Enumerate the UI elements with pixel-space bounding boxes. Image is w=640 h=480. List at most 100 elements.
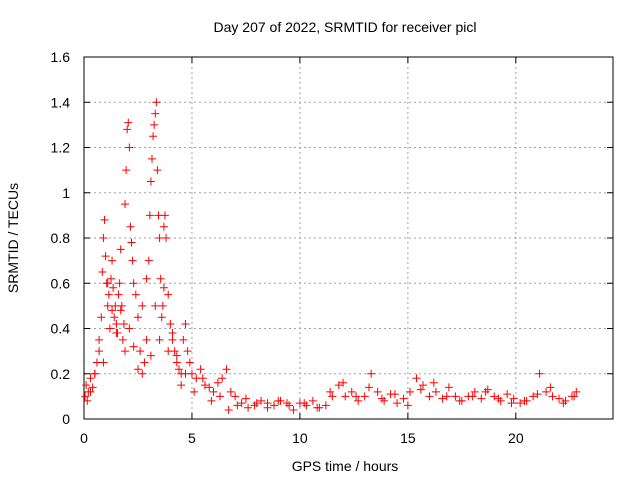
data-point — [207, 396, 216, 405]
data-point — [172, 351, 181, 360]
data-point — [159, 283, 168, 292]
data-point — [166, 319, 175, 328]
data-point — [412, 374, 421, 383]
data-point — [367, 369, 376, 378]
data-point — [393, 399, 402, 408]
data-point — [81, 392, 90, 401]
data-point — [160, 211, 169, 220]
data-point — [222, 365, 231, 374]
data-point — [339, 378, 348, 387]
data-point — [244, 403, 253, 412]
data-point — [88, 383, 97, 392]
y-tick-label: 1 — [62, 185, 70, 201]
data-point — [425, 392, 434, 401]
data-point — [360, 392, 369, 401]
data-point — [533, 390, 542, 399]
data-point — [470, 387, 479, 396]
data-point — [347, 387, 356, 396]
data-point — [555, 394, 564, 403]
data-point — [121, 200, 130, 209]
data-point — [110, 313, 119, 322]
data-point — [209, 387, 218, 396]
data-point — [438, 394, 447, 403]
data-point — [125, 324, 134, 333]
data-point — [127, 238, 136, 247]
data-point — [520, 396, 529, 405]
data-point — [112, 319, 121, 328]
data-point — [503, 390, 512, 399]
data-point — [181, 369, 190, 378]
data-point — [507, 399, 516, 408]
y-tick-label: 0.6 — [51, 275, 71, 291]
data-point — [125, 143, 134, 152]
data-point — [399, 394, 408, 403]
data-point — [490, 392, 499, 401]
data-point — [257, 396, 266, 405]
y-tick-label: 0.8 — [51, 230, 71, 246]
data-point — [354, 396, 363, 405]
data-point — [131, 290, 140, 299]
y-tick-label: 1.6 — [51, 49, 71, 65]
data-point — [105, 324, 114, 333]
data-point — [146, 351, 155, 360]
data-point — [302, 401, 311, 410]
data-point — [117, 301, 126, 310]
data-point — [561, 396, 570, 405]
data-point — [341, 392, 350, 401]
data-point — [155, 335, 164, 344]
data-point — [250, 401, 259, 410]
data-point — [108, 306, 117, 315]
data-point — [151, 301, 160, 310]
data-point — [150, 120, 159, 129]
data-point — [157, 313, 166, 322]
data-point — [86, 387, 95, 396]
data-point — [98, 267, 107, 276]
data-point — [162, 234, 171, 242]
data-points — [81, 98, 581, 414]
data-point — [429, 378, 438, 387]
data-point — [548, 392, 557, 401]
data-point — [149, 132, 158, 141]
data-point — [289, 405, 298, 414]
grid — [84, 57, 613, 419]
data-point — [118, 335, 127, 344]
data-point — [153, 166, 162, 175]
data-point — [83, 396, 92, 405]
data-point — [164, 347, 173, 356]
data-point — [185, 358, 194, 367]
data-point — [535, 369, 544, 378]
data-point — [477, 394, 486, 403]
data-point — [494, 394, 503, 403]
data-point — [126, 222, 135, 231]
data-point — [82, 381, 91, 390]
data-point — [142, 274, 151, 283]
data-point — [183, 347, 192, 356]
data-point — [200, 381, 209, 390]
data-point — [106, 274, 115, 283]
data-point — [216, 392, 225, 401]
data-point — [101, 252, 110, 261]
data-point — [418, 381, 427, 390]
data-point — [168, 335, 177, 344]
data-point — [99, 234, 108, 242]
data-point — [177, 381, 186, 390]
data-point — [444, 383, 453, 392]
data-point — [115, 279, 124, 288]
data-point — [156, 274, 165, 283]
data-point — [116, 245, 125, 254]
data-point — [129, 342, 138, 351]
data-point — [99, 358, 108, 367]
data-point — [133, 365, 142, 374]
data-point — [213, 378, 222, 387]
y-tick-label: 1.2 — [51, 140, 71, 156]
data-point — [224, 405, 233, 414]
data-point — [90, 369, 99, 378]
data-point — [108, 256, 117, 265]
data-point — [334, 381, 343, 390]
data-point — [168, 329, 177, 338]
data-point — [509, 394, 518, 403]
data-point — [270, 401, 279, 410]
data-point — [97, 313, 106, 322]
data-point — [122, 166, 131, 175]
data-point — [144, 256, 153, 265]
